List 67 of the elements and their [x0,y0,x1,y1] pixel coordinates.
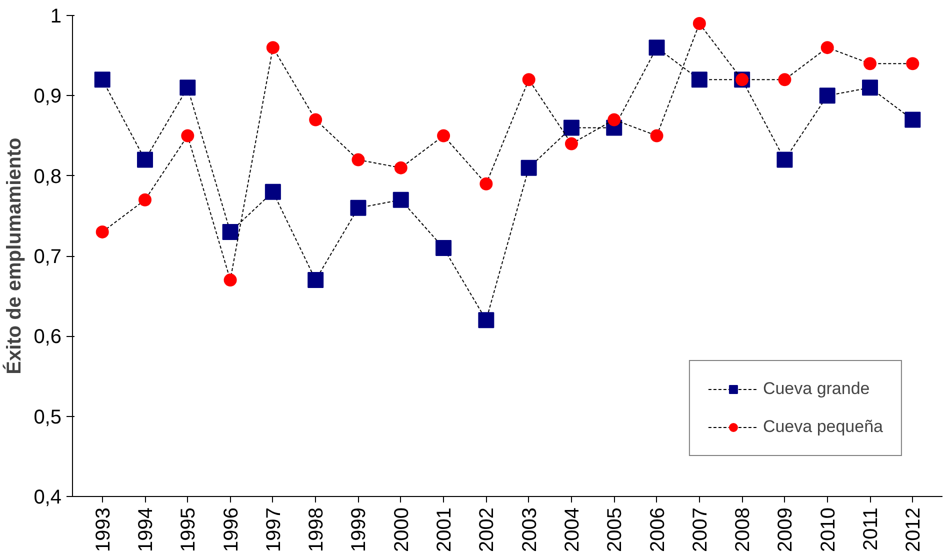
x-tick-label: 1993 [92,507,114,552]
point [437,129,450,142]
x-tick-label: 2011 [860,507,882,551]
x-tick-label: 2003 [518,507,541,552]
y-tick-label: 0,7 [34,246,62,268]
point [520,160,537,176]
point [608,113,621,126]
y-axis-title: Éxito de emplumamiento [2,138,26,374]
x-tick-label: 2007 [689,507,712,552]
point [650,129,664,142]
point [352,153,365,166]
point [778,73,792,86]
point [137,152,153,168]
y-tick-label: 0,8 [34,166,62,188]
point [96,225,109,238]
y-tick-label: 0,4 [34,486,62,508]
point [480,177,493,190]
point [862,80,878,96]
legend-label: Cueva pequeña [762,417,883,437]
x-tick-label: 1998 [306,507,328,552]
point [308,272,324,288]
x-tick-label: 1994 [135,507,157,552]
point [264,184,281,200]
point [522,73,536,86]
y-tick-label: 0,9 [34,86,62,108]
x-tick-label: 2000 [390,507,413,552]
point [563,120,580,136]
point [819,88,836,104]
x-tick-label: 2005 [604,507,626,552]
point [904,112,921,128]
point [906,57,920,70]
point [436,240,452,256]
y-tick-label: 1 [50,6,62,28]
point [648,40,665,56]
point [138,193,152,206]
point [180,80,196,96]
point [692,17,706,30]
point [94,72,110,88]
point [181,129,194,142]
x-tick-label: 2006 [646,507,669,552]
x-tick-label: 2002 [476,507,498,552]
point [309,113,322,126]
point [222,224,238,240]
point [691,72,708,88]
x-tick-label: 1995 [178,507,200,552]
point [864,57,876,70]
x-tick-label: 2008 [732,507,754,552]
legend-label: Cueva grande [762,379,870,399]
x-tick-label: 1997 [262,507,285,552]
x-tick-label: 2004 [561,507,584,552]
x-tick-label: 2001 [434,507,456,552]
point [478,312,494,328]
x-tick-label: 2010 [817,507,840,552]
x-tick-label: 1996 [220,507,242,552]
point [392,192,409,208]
x-tick-label: 1999 [348,507,370,552]
x-tick-label: 2012 [902,507,925,552]
point [564,137,578,150]
y-tick-label: 0,6 [34,326,62,348]
point [820,41,834,54]
point [776,152,793,168]
point [350,200,366,216]
point [224,274,237,287]
point [394,161,408,174]
y-tick-label: 0,5 [34,406,62,428]
point [266,41,280,54]
x-tick-label: 2009 [774,507,797,552]
